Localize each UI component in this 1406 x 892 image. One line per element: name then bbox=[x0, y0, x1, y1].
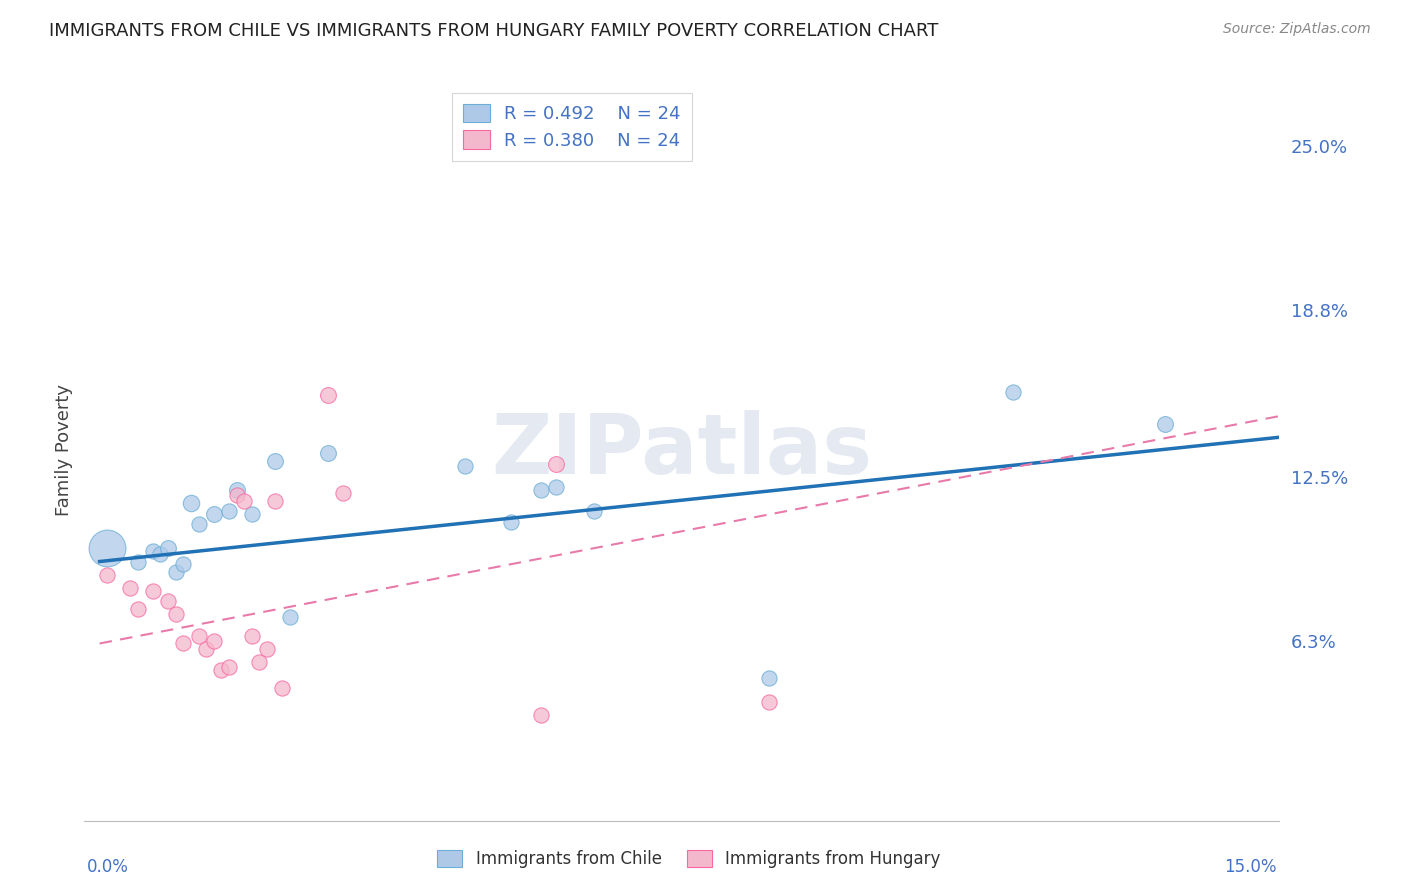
Point bbox=[225, 483, 247, 497]
Point bbox=[187, 629, 209, 643]
Point bbox=[530, 707, 553, 722]
Point bbox=[209, 663, 232, 677]
Point bbox=[202, 507, 225, 521]
Point bbox=[240, 629, 263, 643]
Point bbox=[499, 515, 522, 529]
Point bbox=[278, 610, 301, 624]
Point bbox=[233, 493, 256, 508]
Point bbox=[96, 541, 118, 556]
Legend: R = 0.492    N = 24, R = 0.380    N = 24: R = 0.492 N = 24, R = 0.380 N = 24 bbox=[451, 93, 692, 161]
Point bbox=[271, 681, 294, 696]
Point bbox=[240, 507, 263, 521]
Point bbox=[316, 446, 339, 460]
Point bbox=[256, 641, 278, 656]
Point bbox=[583, 504, 606, 518]
Point bbox=[187, 517, 209, 532]
Point bbox=[332, 485, 354, 500]
Point bbox=[454, 459, 477, 474]
Legend: Immigrants from Chile, Immigrants from Hungary: Immigrants from Chile, Immigrants from H… bbox=[430, 843, 948, 875]
Point bbox=[180, 496, 202, 510]
Point bbox=[758, 695, 780, 709]
Point bbox=[202, 633, 225, 648]
Point bbox=[316, 388, 339, 402]
Point bbox=[1154, 417, 1177, 431]
Point bbox=[142, 544, 165, 558]
Point bbox=[118, 581, 141, 595]
Point bbox=[546, 481, 568, 495]
Point bbox=[263, 454, 285, 468]
Point bbox=[530, 483, 553, 497]
Text: ZIPatlas: ZIPatlas bbox=[492, 410, 872, 491]
Point bbox=[157, 594, 180, 608]
Text: IMMIGRANTS FROM CHILE VS IMMIGRANTS FROM HUNGARY FAMILY POVERTY CORRELATION CHAR: IMMIGRANTS FROM CHILE VS IMMIGRANTS FROM… bbox=[49, 22, 939, 40]
Point bbox=[96, 567, 118, 582]
Point bbox=[172, 636, 194, 650]
Point bbox=[149, 547, 172, 561]
Text: 15.0%: 15.0% bbox=[1225, 858, 1277, 876]
Point bbox=[263, 493, 285, 508]
Point bbox=[195, 641, 218, 656]
Point bbox=[165, 565, 187, 579]
Point bbox=[225, 488, 247, 502]
Text: Source: ZipAtlas.com: Source: ZipAtlas.com bbox=[1223, 22, 1371, 37]
Point bbox=[758, 671, 780, 685]
Point bbox=[1002, 385, 1025, 400]
Point bbox=[546, 457, 568, 471]
Point bbox=[165, 607, 187, 622]
Point bbox=[142, 583, 165, 598]
Text: 0.0%: 0.0% bbox=[87, 858, 129, 876]
Point bbox=[127, 602, 149, 616]
Point bbox=[172, 557, 194, 571]
Point bbox=[218, 504, 240, 518]
Point bbox=[249, 655, 271, 669]
Point bbox=[218, 660, 240, 674]
Point bbox=[127, 555, 149, 569]
Point bbox=[157, 541, 180, 556]
Y-axis label: Family Poverty: Family Poverty bbox=[55, 384, 73, 516]
